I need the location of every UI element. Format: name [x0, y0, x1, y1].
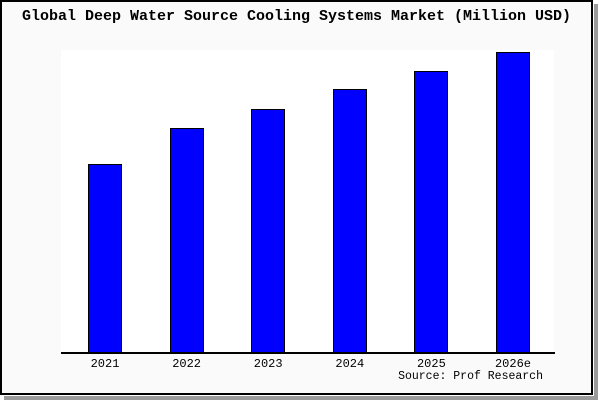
bar-2021	[88, 164, 122, 352]
plot-area	[61, 50, 554, 352]
x-tick-label-2023: 2023	[253, 357, 283, 371]
x-axis-line	[61, 352, 555, 354]
x-tick-label-2026e: 2026e	[494, 357, 531, 371]
window-shadow-right	[594, 4, 598, 399]
window-shadow-bottom	[4, 396, 598, 400]
x-tick-label-2022: 2022	[172, 357, 201, 371]
chart-frame: Global Deep Water Source Cooling Systems…	[0, 0, 593, 395]
bar-2025	[414, 71, 449, 352]
bar-2024	[332, 89, 367, 352]
x-tick-label-2021: 2021	[90, 357, 120, 371]
source-note: Source: Prof Research	[398, 370, 543, 383]
x-tick-label-2025: 2025	[416, 357, 446, 371]
bar-2022	[169, 128, 204, 352]
x-tick-label-2024: 2024	[335, 357, 365, 371]
bar-2026e	[496, 52, 530, 352]
bar-2023	[251, 109, 286, 352]
chart-title: Global Deep Water Source Cooling Systems…	[21, 8, 572, 25]
